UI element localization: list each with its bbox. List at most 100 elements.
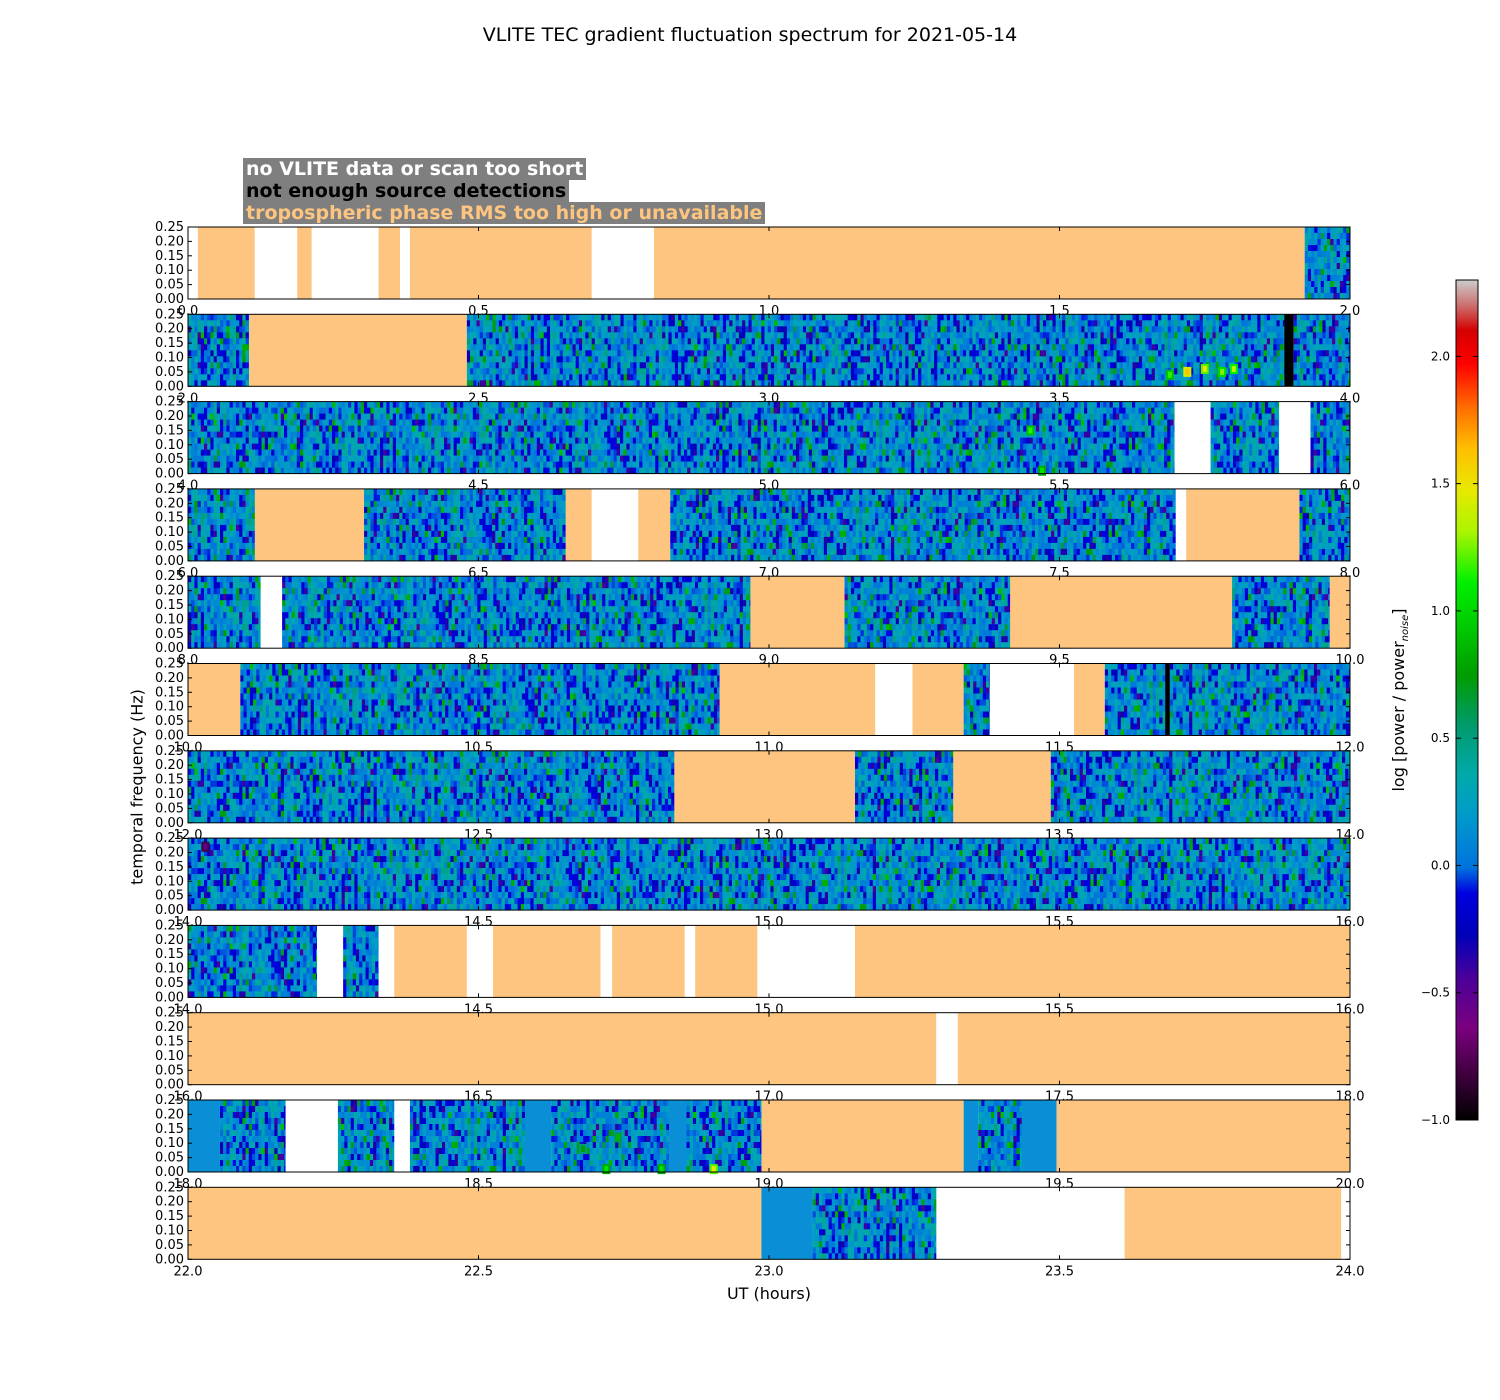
spectrum-cell xyxy=(707,368,711,374)
spectrum-cell xyxy=(688,350,692,356)
spectrum-cell xyxy=(681,320,685,326)
spectrum-cell xyxy=(668,356,672,362)
spectrum-cell xyxy=(716,326,720,332)
spectrum-cell xyxy=(512,332,516,338)
spectrum-cell xyxy=(636,344,640,350)
spectrum-cell xyxy=(508,380,512,386)
spectrum-cell xyxy=(633,368,637,374)
spectrum-cell xyxy=(512,338,516,344)
spectrum-cell xyxy=(467,338,471,344)
spectrum-cell xyxy=(652,362,656,368)
spectrum-cell xyxy=(601,332,605,338)
spectrum-cell xyxy=(668,380,672,386)
spectrum-cell xyxy=(592,362,596,368)
spectrum-cell xyxy=(668,320,672,326)
spectrum-cell xyxy=(1327,293,1331,299)
spectrum-cell xyxy=(233,380,237,386)
spectrum-cell xyxy=(226,374,230,380)
spectrum-cell xyxy=(627,326,631,332)
spectrum-cell xyxy=(1346,233,1350,239)
spectrum-cell xyxy=(652,380,656,386)
spectrum-cell xyxy=(214,332,218,338)
spectrum-cell xyxy=(1340,233,1344,239)
spectrum-cell xyxy=(1311,275,1315,281)
spectrum-cell xyxy=(1305,227,1309,233)
spectrum-cell xyxy=(480,344,484,350)
spectrum-cell xyxy=(649,362,653,368)
spectrum-cell xyxy=(521,374,525,380)
spectrum-cell xyxy=(1324,281,1328,287)
spectrum-cell xyxy=(1330,239,1334,245)
spectrum-cell xyxy=(242,314,246,320)
spectrum-cell xyxy=(560,374,564,380)
spectrum-cell xyxy=(1343,239,1347,245)
spectrum-cell xyxy=(470,332,474,338)
spectrum-cell xyxy=(534,374,538,380)
spectrum-cell xyxy=(194,326,198,332)
spectrum-cell xyxy=(556,350,560,356)
spectrum-cell xyxy=(688,326,692,332)
spectrum-cell xyxy=(707,356,711,362)
spectrum-cell xyxy=(588,356,592,362)
spectrum-cell xyxy=(598,326,602,332)
spectrum-cell xyxy=(233,362,237,368)
spectrum-cell xyxy=(1340,239,1344,245)
spectrum-cell xyxy=(550,368,554,374)
spectrum-cell xyxy=(1321,251,1325,257)
spectrum-cell xyxy=(556,368,560,374)
spectrum-cell xyxy=(239,338,243,344)
spectrum-cell xyxy=(486,326,490,332)
spectrum-cell xyxy=(1308,275,1312,281)
spectrum-cell xyxy=(512,380,516,386)
spectrum-cell xyxy=(726,368,730,374)
spectrum-cell xyxy=(528,338,532,344)
spectrum-cell xyxy=(563,338,567,344)
spectrum-cell xyxy=(614,344,618,350)
spectrum-cell xyxy=(723,380,727,386)
spectrum-cell xyxy=(239,314,243,320)
spectrum-cell xyxy=(1343,257,1347,263)
spectrum-cell xyxy=(220,380,224,386)
spectrum-cell xyxy=(720,344,724,350)
spectrum-figure: 0.000.050.100.150.200.250.0 0.5 1.0 1.5 2.00… xyxy=(0,0,1500,1400)
spectrum-cell xyxy=(704,314,708,320)
spectrum-cell xyxy=(1337,227,1341,233)
spectrum-cell xyxy=(1324,293,1328,299)
spectrum-cell xyxy=(585,332,589,338)
spectrum-cell xyxy=(556,356,560,362)
spectrum-cell xyxy=(489,380,493,386)
spectrum-cell xyxy=(531,356,535,362)
spectrum-cell xyxy=(467,344,471,350)
spectrum-cell xyxy=(556,380,560,386)
spectrum-cell xyxy=(713,356,717,362)
spectrum-cell xyxy=(496,362,500,368)
spectrum-cell xyxy=(624,374,628,380)
spectrum-cell xyxy=(633,344,637,350)
spectrum-cell xyxy=(697,356,701,362)
spectrum-cell xyxy=(620,326,624,332)
spectrum-cell xyxy=(608,314,612,320)
spectrum-cell xyxy=(204,332,208,338)
spectrum-cell xyxy=(566,338,570,344)
spectrum-cell xyxy=(595,362,599,368)
spectrum-cell xyxy=(1327,257,1331,263)
spectrum-cell xyxy=(624,326,628,332)
spectrum-cell xyxy=(588,362,592,368)
spectrum-cell xyxy=(1324,257,1328,263)
spectrum-cell xyxy=(704,380,708,386)
spectrum-cell xyxy=(681,314,685,320)
spectrum-cell xyxy=(707,374,711,380)
spectrum-cell xyxy=(467,320,471,326)
spectrum-cell xyxy=(201,356,205,362)
spectrum-cell xyxy=(492,362,496,368)
spectrum-cell xyxy=(563,326,567,332)
status-nodata xyxy=(312,227,379,299)
spectrum-cell xyxy=(242,332,246,338)
spectrum-cell xyxy=(188,350,192,356)
spectrum-cell xyxy=(531,380,535,386)
spectrum-cell xyxy=(713,338,717,344)
spectrum-cell xyxy=(242,368,246,374)
spectrum-cell xyxy=(1337,257,1341,263)
spectrum-cell xyxy=(236,362,240,368)
spectrum-cell xyxy=(547,314,551,320)
